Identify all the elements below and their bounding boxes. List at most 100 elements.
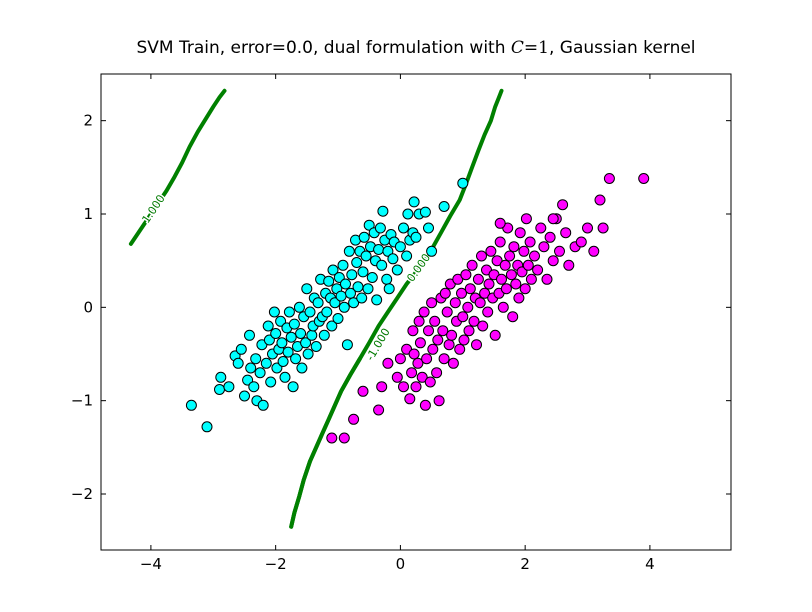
point-series-0-13 bbox=[250, 353, 262, 365]
point-series-0-80 bbox=[357, 266, 369, 278]
point-series-1-81 bbox=[513, 292, 525, 304]
point-series-1-6 bbox=[382, 357, 394, 369]
point-series-0-104 bbox=[401, 250, 413, 262]
point-series-1-103 bbox=[575, 236, 587, 248]
point-series-0-76 bbox=[351, 257, 363, 268]
point-series-1-23 bbox=[423, 325, 434, 337]
point-series-1-106 bbox=[594, 194, 606, 206]
point-series-0-70 bbox=[341, 339, 353, 351]
point-series-0-17 bbox=[257, 399, 269, 411]
point-series-1-50 bbox=[464, 283, 476, 295]
point-series-0-8 bbox=[239, 390, 250, 402]
point-series-0-62 bbox=[329, 297, 341, 309]
point-series-1-87 bbox=[522, 259, 534, 271]
point-series-0-81 bbox=[358, 231, 370, 243]
point-series-0-37 bbox=[290, 353, 302, 365]
point-series-0-20 bbox=[263, 334, 275, 346]
point-series-1-46 bbox=[458, 334, 470, 346]
chart-title-math-var: C bbox=[511, 38, 524, 58]
axis-ticks: −4 −2 0 2 4 −2 −1 0 1 2 bbox=[71, 74, 731, 573]
point-series-1-13 bbox=[407, 325, 419, 337]
point-series-1-99 bbox=[557, 199, 569, 211]
point-series-0-46 bbox=[304, 306, 316, 318]
point-series-0-73 bbox=[346, 269, 358, 281]
point-series-1-3 bbox=[357, 385, 369, 397]
point-series-1-48 bbox=[462, 301, 474, 313]
point-series-1-83 bbox=[516, 266, 528, 278]
point-series-1-29 bbox=[432, 334, 444, 346]
point-series-1-84 bbox=[518, 245, 530, 257]
point-series-1-66 bbox=[489, 329, 501, 341]
point-series-0-103 bbox=[398, 222, 409, 234]
point-series-1-27 bbox=[429, 315, 441, 327]
point-series-0-86 bbox=[366, 272, 378, 283]
point-series-1-2 bbox=[348, 413, 360, 425]
point-series-1-105 bbox=[588, 245, 600, 257]
point-series-0-99 bbox=[387, 253, 399, 265]
point-series-1-26 bbox=[427, 343, 439, 355]
point-series-0-50 bbox=[310, 341, 322, 352]
point-series-1-34 bbox=[439, 287, 451, 299]
point-series-0-1 bbox=[201, 421, 213, 433]
point-series-0-89 bbox=[371, 294, 383, 306]
point-series-1-93 bbox=[538, 241, 550, 253]
chart-title: SVM Train, error=0.0, dual formulation w… bbox=[136, 38, 695, 58]
point-series-0-24 bbox=[270, 328, 282, 339]
point-series-1-62 bbox=[483, 278, 495, 290]
point-series-1-71 bbox=[497, 301, 509, 313]
chart-title-suffix: , Gaussian kernel bbox=[549, 38, 696, 58]
point-series-1-33 bbox=[438, 353, 450, 365]
axes-border bbox=[100, 73, 732, 551]
point-series-0-33 bbox=[283, 306, 295, 318]
point-series-0-34 bbox=[285, 331, 297, 343]
point-series-1-78 bbox=[508, 241, 520, 253]
point-series-1-11 bbox=[404, 393, 416, 405]
point-series-0-57 bbox=[321, 306, 333, 318]
point-series-0-28 bbox=[276, 337, 288, 349]
axes-frame bbox=[100, 73, 732, 551]
point-series-0-44 bbox=[301, 283, 313, 295]
point-series-1-36 bbox=[443, 339, 455, 351]
point-series-1-96 bbox=[547, 255, 559, 267]
point-series-1-49 bbox=[463, 325, 475, 337]
point-series-0-115 bbox=[402, 208, 414, 220]
point-series-1-100 bbox=[560, 227, 572, 239]
point-series-0-66 bbox=[335, 290, 347, 302]
point-series-1-90 bbox=[529, 250, 540, 262]
chart-title-math-eq: =1 bbox=[524, 38, 549, 58]
point-series-1-12 bbox=[406, 367, 418, 379]
contour-line-2 bbox=[128, 88, 227, 246]
point-series-1-32 bbox=[437, 325, 449, 337]
point-series-1-92 bbox=[535, 222, 547, 234]
point-series-0-77 bbox=[352, 281, 364, 293]
point-series-0-60 bbox=[326, 320, 338, 332]
point-series-0-18 bbox=[260, 357, 272, 369]
point-series-1-77 bbox=[507, 311, 519, 323]
point-series-0-102 bbox=[394, 241, 406, 253]
point-series-1-22 bbox=[421, 353, 433, 365]
point-series-0-112 bbox=[426, 245, 438, 257]
point-series-1-55 bbox=[472, 273, 484, 285]
point-series-0-27 bbox=[275, 315, 287, 327]
chart-title-prefix: SVM Train, error=0.0, dual formulation w… bbox=[136, 38, 510, 58]
point-series-1-63 bbox=[485, 245, 497, 257]
point-series-0-82 bbox=[360, 250, 372, 262]
point-series-1-88 bbox=[524, 236, 536, 248]
y-tick-label-4: 2 bbox=[83, 112, 93, 130]
point-series-0-15 bbox=[254, 367, 266, 379]
point-series-0-84 bbox=[363, 219, 375, 231]
y-tick-label-3: 1 bbox=[83, 205, 93, 223]
point-series-0-7 bbox=[235, 343, 247, 355]
point-series-0-12 bbox=[248, 381, 260, 393]
point-series-0-47 bbox=[306, 329, 318, 341]
point-series-0-93 bbox=[377, 205, 389, 217]
point-series-0-19 bbox=[262, 320, 274, 332]
point-series-1-109 bbox=[638, 173, 650, 184]
point-series-0-6 bbox=[232, 357, 244, 369]
point-series-1-4 bbox=[373, 404, 385, 416]
point-series-1-79 bbox=[510, 278, 522, 290]
point-series-1-15 bbox=[410, 381, 422, 393]
point-series-1-75 bbox=[504, 250, 516, 262]
point-series-1-30 bbox=[433, 395, 445, 407]
point-series-0-10 bbox=[244, 329, 255, 341]
